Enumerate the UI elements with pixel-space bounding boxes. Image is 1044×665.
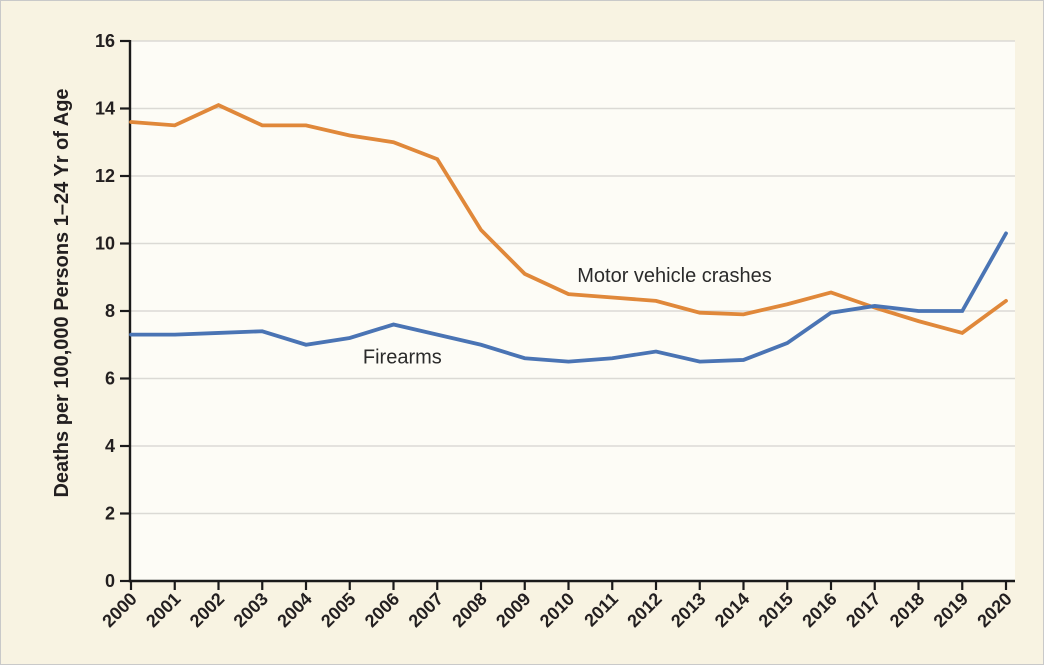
y-tick-label: 14 (95, 99, 115, 119)
y-tick-label: 6 (105, 369, 115, 389)
y-tick-label: 2 (105, 504, 115, 524)
y-tick-label: 16 (95, 31, 115, 51)
y-tick-label: 0 (105, 571, 115, 591)
y-tick-label: 12 (95, 166, 115, 186)
series-line-firearms (129, 231, 1008, 364)
series-line-motor-vehicle-crashes (129, 103, 1008, 336)
y-axis-title: Deaths per 100,000 Persons 1–24 Yr of Ag… (51, 88, 73, 497)
y-tick-label: 8 (105, 301, 115, 321)
y-tick-label: 10 (95, 234, 115, 254)
series-label-firearms: Firearms (363, 346, 442, 368)
series-label-motor-vehicle-crashes: Motor vehicle crashes (577, 265, 772, 287)
y-tick-label: 4 (105, 436, 115, 456)
